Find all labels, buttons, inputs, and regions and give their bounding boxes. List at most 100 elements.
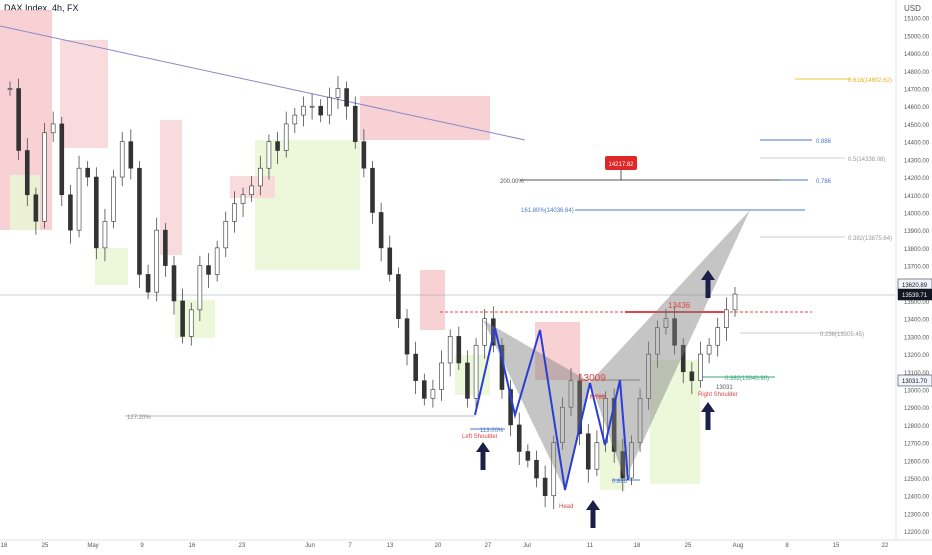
candle-body-49 <box>430 389 436 399</box>
candle-body-24 <box>214 247 220 275</box>
fib-label-11: 0.786 <box>590 395 606 401</box>
candle-body-81 <box>706 344 712 355</box>
candle-body-78 <box>680 344 686 373</box>
price-badge-box-1 <box>897 288 932 301</box>
price-axis[interactable]: 12200.00 12300.00 12400.00 12500.00 12600.00… <box>895 0 932 540</box>
price-tick-13500: 13500.00 <box>904 300 930 306</box>
candle-body-67 <box>585 433 591 470</box>
candle-body-84 <box>732 293 738 311</box>
arrow-target <box>701 270 715 298</box>
time-tick-16: 8 <box>785 543 789 549</box>
candle-body-37 <box>327 97 332 116</box>
chart-title: DAX Index, 4h, FX <box>4 3 79 13</box>
price-tick-12800: 12800.00 <box>904 424 930 430</box>
label-right-shoulder: Right Shoulder <box>698 392 738 398</box>
level-label-13436: 13436 <box>668 301 691 310</box>
candle-body-55 <box>482 318 488 346</box>
candle-body-51 <box>447 336 453 364</box>
price-tick-12500: 12500.00 <box>904 477 930 483</box>
price-tick-14400: 14400.00 <box>904 141 930 147</box>
candle-body-14 <box>128 141 134 169</box>
candle-body-41 <box>361 141 367 169</box>
zone-6 <box>255 140 360 270</box>
fib-label-10: 113.00% <box>480 428 504 434</box>
candle-body-62 <box>542 477 548 497</box>
candle-body-42 <box>370 167 375 213</box>
price-tick-13900: 13900.00 <box>904 229 930 235</box>
candle-body-32 <box>283 123 289 151</box>
price-tick-12900: 12900.00 <box>904 406 930 412</box>
price-tag-label: 14217.82 <box>608 162 634 168</box>
candle-body-23 <box>206 265 211 275</box>
candle-body-50 <box>439 362 444 390</box>
candle-body-13 <box>119 141 125 178</box>
zone-8 <box>420 270 445 330</box>
price-tick-14500: 14500.00 <box>904 123 930 129</box>
candle-body-17 <box>154 229 160 293</box>
time-tick-4: 16 <box>189 543 196 549</box>
candle-body-52 <box>456 336 462 364</box>
candle-body-15 <box>137 167 142 275</box>
candle-body-29 <box>257 167 263 187</box>
price-tick-14600: 14600.00 <box>904 105 930 111</box>
zone-3 <box>95 248 128 285</box>
price-tick-13100: 13100.00 <box>904 371 930 377</box>
fib-label-8: 0.382(13040.90) <box>725 376 769 382</box>
candle-body-9 <box>85 167 90 178</box>
candle-body-75 <box>655 327 660 355</box>
time-tick-15: Aug <box>733 543 744 549</box>
candle-body-10 <box>94 176 99 249</box>
time-axis[interactable]: 18 25 May 9 16 23 Jun 7 13 20 27 Jul 11 18 25 Aug 8 15 22 <box>0 539 932 549</box>
time-tick-14: 25 <box>685 543 692 549</box>
candle-body-26 <box>232 203 237 222</box>
candle-body-82 <box>715 327 721 346</box>
harmonic-pattern <box>474 210 750 528</box>
time-tick-5: 23 <box>239 543 246 549</box>
candle-body-43 <box>378 212 384 249</box>
candle-body-63 <box>551 442 557 497</box>
candle-body-71 <box>620 451 626 479</box>
fib-label-6: 0.382(13875.64) <box>848 236 892 242</box>
price-tick-13300: 13300.00 <box>904 335 930 341</box>
price-tick-14800: 14800.00 <box>904 70 930 76</box>
supply-demand-zones <box>0 10 700 490</box>
candle-body-83 <box>724 309 729 328</box>
price-tick-14300: 14300.00 <box>904 158 930 164</box>
candle-body-4 <box>42 132 47 222</box>
candle-body-35 <box>309 105 315 108</box>
time-tick-9: 20 <box>435 543 442 549</box>
arrow-right-shoulder <box>701 402 715 430</box>
level-label-13009: 13009 <box>578 373 606 384</box>
candle-body-54 <box>473 344 479 399</box>
candle-body-64 <box>560 406 565 443</box>
candle-body-79 <box>689 371 695 381</box>
currency-label: USD <box>904 4 921 13</box>
fib-label-5: 161.80%(14036.64) <box>521 208 574 214</box>
time-tick-6: Jun <box>305 543 315 549</box>
zone-4 <box>160 120 182 255</box>
fib-label-2: 0.5(14338.08) <box>848 157 885 163</box>
candle-body-21 <box>188 309 194 337</box>
candle-body-12 <box>111 176 116 222</box>
fib-label-9: 127.20% <box>127 415 151 421</box>
time-tick-7: 7 <box>348 543 352 549</box>
candle-body-39 <box>344 88 349 107</box>
time-tick-11: Jul <box>523 543 531 549</box>
arrow-head <box>586 500 600 528</box>
level-label-13031: 13031 <box>716 385 733 391</box>
price-badge-box-2 <box>897 374 932 387</box>
zone-1 <box>60 40 108 148</box>
candle-body-60 <box>525 451 531 461</box>
price-tick-14900: 14900.00 <box>904 52 930 58</box>
candle-body-66 <box>577 380 582 435</box>
label-head: Head <box>559 504 573 510</box>
price-badge-2: 13031.70 <box>902 379 928 385</box>
price-tick-12400: 12400.00 <box>904 495 930 501</box>
price-tick-14700: 14700.00 <box>904 88 930 94</box>
candle-body-48 <box>421 380 427 399</box>
candle-body-3 <box>33 194 39 222</box>
price-badge-1: 13539.71 <box>902 293 928 299</box>
head-shoulders-line <box>474 327 629 491</box>
candle-body-45 <box>396 274 401 319</box>
